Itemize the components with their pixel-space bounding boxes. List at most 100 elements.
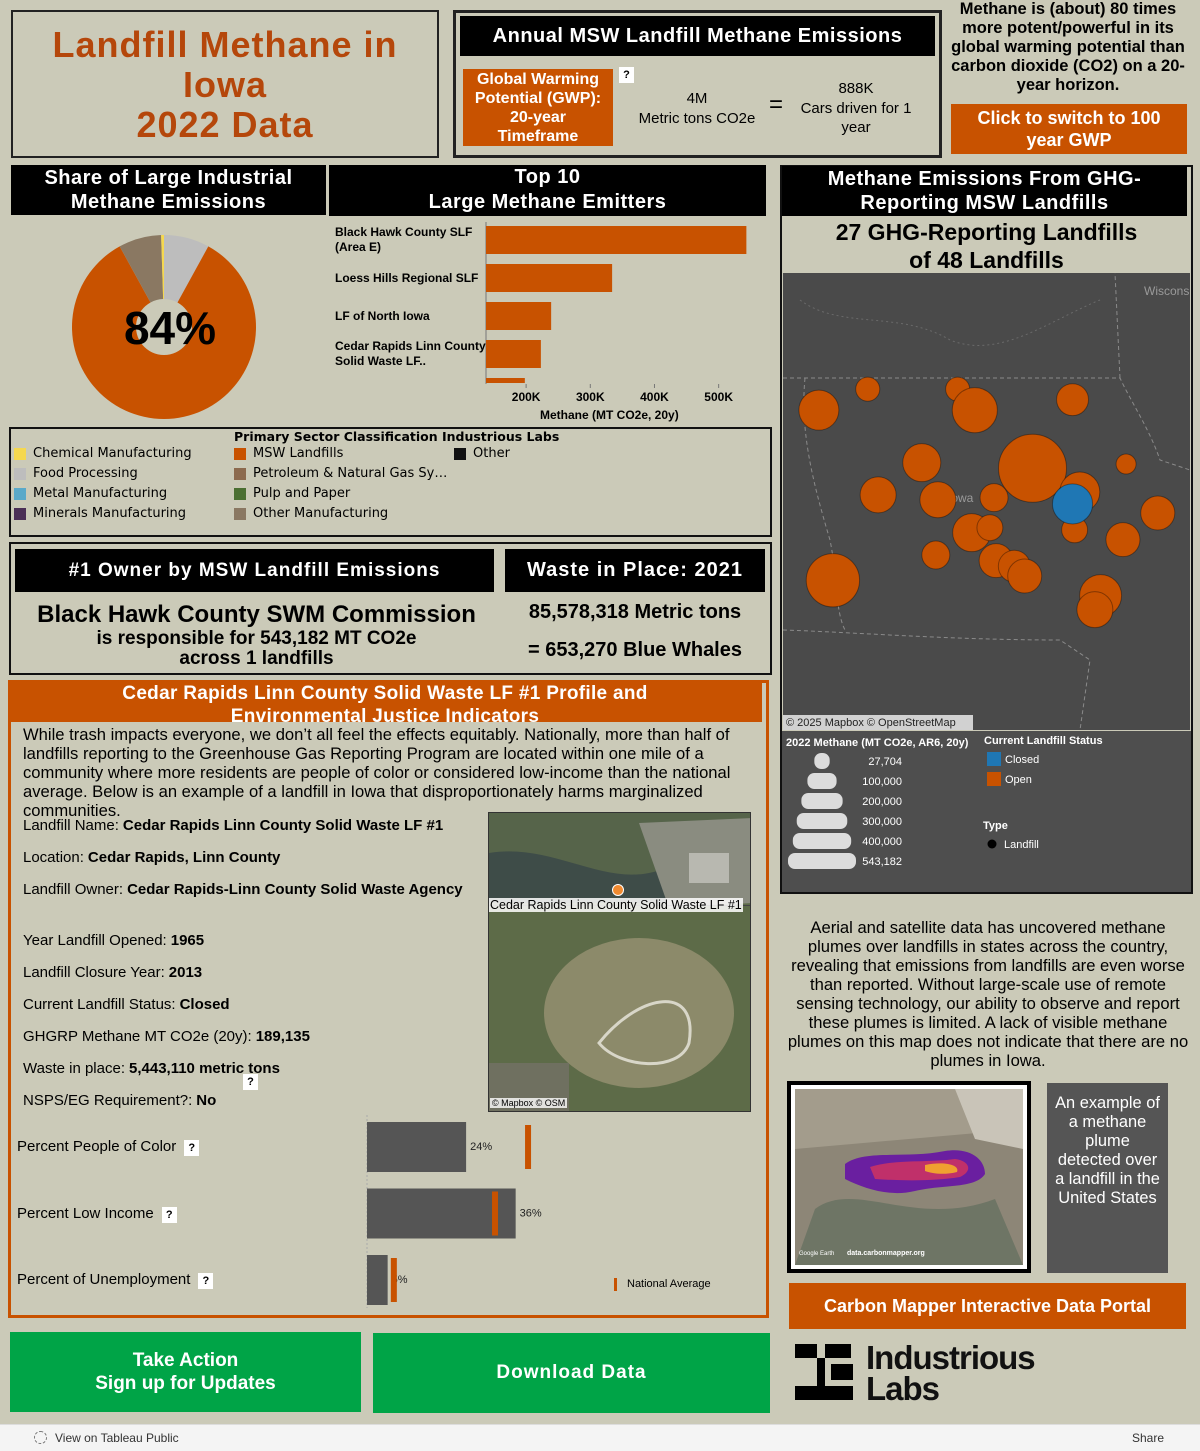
legend-label: MSW Landfills: [253, 446, 344, 461]
title-line: Landfill Methane in: [52, 24, 398, 65]
legend-label: Food Processing: [33, 466, 138, 481]
legend-swatch: [234, 468, 246, 480]
field-value: No: [196, 1092, 217, 1109]
map-pin: [612, 884, 624, 896]
plume-credit: Google Earth: [799, 1251, 835, 1257]
legend-swatch: [14, 508, 26, 520]
satellite-art: [489, 813, 750, 1111]
view-on-tableau-link[interactable]: View on Tableau Public: [55, 1431, 179, 1445]
map-subtitle-line: of 48 Landfills: [909, 247, 1064, 273]
emissions-unit: Metric tons CO2e: [638, 110, 756, 127]
legend-swatch: [14, 488, 26, 500]
bar-category-label: Black Hawk County SLF (Area E): [335, 225, 473, 254]
help-icon[interactable]: ?: [184, 1140, 200, 1156]
legend-label: Minerals Manufacturing: [33, 506, 187, 521]
top10-title: Top 10 Large Methane Emitters: [329, 165, 766, 216]
field-value: 189,135: [255, 1028, 310, 1045]
profile-intro: While trash impacts everyone, we don’t a…: [23, 725, 731, 818]
title-box: Landfill Methane in Iowa 2022 Data: [11, 10, 439, 158]
profile-field: NSPS/EG Requirement?: No: [23, 1091, 463, 1110]
legend-label: Chemical Manufacturing: [33, 446, 192, 461]
profile-field: Location: Cedar Rapids, Linn County: [23, 848, 463, 867]
help-icon[interactable]: ?: [619, 67, 634, 83]
footer-bar: [0, 1424, 1200, 1451]
bar-category-label: Des Moines County: [335, 376, 486, 383]
field-value: 5,443,110 metric tons: [129, 1060, 280, 1077]
field-label: Landfill Owner:: [23, 881, 124, 898]
share-link[interactable]: Share: [1132, 1431, 1165, 1445]
waste-tons: 85,578,318 Metric tons: [528, 601, 742, 623]
logo-line: Industrious: [866, 1339, 1036, 1376]
legend-label: Metal Manufacturing: [33, 486, 168, 501]
field-value: Closed: [179, 996, 230, 1013]
portal-button[interactable]: Carbon Mapper Interactive Data Portal: [789, 1283, 1186, 1329]
owner-title: #1 Owner by MSW Landfill Emissions: [15, 549, 494, 592]
x-axis-title: Methane (MT CO2e, 20y): [540, 408, 679, 422]
x-tick-label: 200K: [512, 390, 541, 404]
legend-swatch: [14, 468, 26, 480]
image-label: Cedar Rapids Linn County Solid Waste LF …: [489, 898, 743, 912]
profile-field: Waste in place: 5,443,110 metric tons: [23, 1059, 463, 1078]
profile-field: GHGRP Methane MT CO2e (20y): 189,135: [23, 1027, 463, 1046]
annual-title: Annual MSW Landfill Methane Emissions: [460, 16, 935, 56]
gwp-line: Potential (GWP):: [474, 90, 602, 107]
field-label: Location:: [23, 849, 84, 866]
download-button[interactable]: Download Data: [373, 1333, 770, 1413]
title-line: Iowa: [182, 64, 267, 105]
ej-category-label: Percent of Unemployment: [17, 1271, 191, 1288]
ej-category: Percent Low Income?: [17, 1205, 177, 1223]
legend-label: Pulp and Paper: [253, 486, 351, 501]
map-background: [783, 273, 1190, 730]
field-label: Waste in place:: [23, 1060, 125, 1077]
bar: [486, 302, 552, 330]
field-label: Landfill Name:: [23, 817, 119, 834]
legend-title: Primary Sector Classification Industriou…: [234, 429, 560, 444]
potency-note: Methane is (about) 80 times more potent/…: [951, 0, 1185, 94]
profile-field: Landfill Name: Cedar Rapids Linn County S…: [23, 816, 463, 835]
sector-legend: Primary Sector Classification Industriou…: [9, 427, 772, 537]
owner-line: is responsible for 543,182 MT CO2e: [96, 628, 417, 649]
waste-title: Waste in Place: 2021: [505, 549, 765, 592]
pie-title: Share of Large Industrial Methane Emissi…: [11, 165, 326, 215]
plume-art: [795, 1089, 1023, 1265]
field-label: NSPS/EG Requirement?:: [23, 1092, 193, 1109]
plume-caption: An example of a methane plume detected o…: [1047, 1083, 1168, 1273]
gwp-line: Global Warming: [476, 71, 600, 88]
field-label: GHGRP Methane MT CO2e (20y):: [23, 1028, 252, 1045]
profile-field: Landfill Closure Year: 2013: [23, 963, 463, 982]
pie-center-label: 84%: [124, 302, 216, 354]
legend-swatch: [234, 448, 246, 460]
owner-box: [9, 542, 772, 675]
field-value: Cedar Rapids-Linn County Solid Waste Age…: [127, 881, 463, 898]
help-icon[interactable]: ?: [161, 1206, 177, 1223]
help-icon[interactable]: ?: [243, 1074, 258, 1090]
map-legend-background: [782, 731, 1191, 892]
equals-sign: =: [768, 91, 783, 118]
bar-category-label: Loess Hills Regional SLF: [335, 270, 479, 285]
aerial-text: Aerial and satellite data has uncovered …: [787, 918, 1189, 1070]
plume-credit: data.carbonmapper.org: [847, 1250, 925, 1257]
pie-slice: [164, 235, 209, 303]
legend-swatch: [454, 448, 466, 460]
take-action-button[interactable]: Take Action Sign up for Updates: [10, 1332, 361, 1412]
help-icon[interactable]: ?: [198, 1273, 214, 1289]
map-title: Methane Emissions From GHG-Reporting MSW…: [782, 166, 1187, 216]
annual-box: [453, 10, 942, 158]
profile-field: Landfill Owner: Cedar Rapids-Linn County …: [23, 880, 463, 899]
gwp-switch-button[interactable]: Click to switch to 100 year GWP: [951, 104, 1187, 154]
bar: [486, 378, 525, 383]
legend-swatch: [14, 448, 26, 460]
x-tick-label: 400K: [640, 390, 669, 404]
map-subtitle-line: 27 GHG-Reporting Landfills: [835, 219, 1138, 245]
button-line: Sign up for Updates: [95, 1373, 276, 1394]
ej-category: Percent People of Color?: [17, 1138, 200, 1156]
field-value: 1965: [170, 932, 205, 949]
legend-label: Other: [473, 446, 510, 461]
waste-whales: = 653,270 Blue Whales: [527, 639, 742, 661]
field-label: Year Landfill Opened:: [23, 932, 167, 949]
x-tick-label: 300K: [576, 390, 605, 404]
image-credit: © Mapbox © OSM: [490, 1098, 568, 1108]
cars-label: Cars driven for 1 year: [800, 100, 912, 136]
plume-image: Google Earth data.carbonmapper.org: [787, 1081, 1031, 1273]
